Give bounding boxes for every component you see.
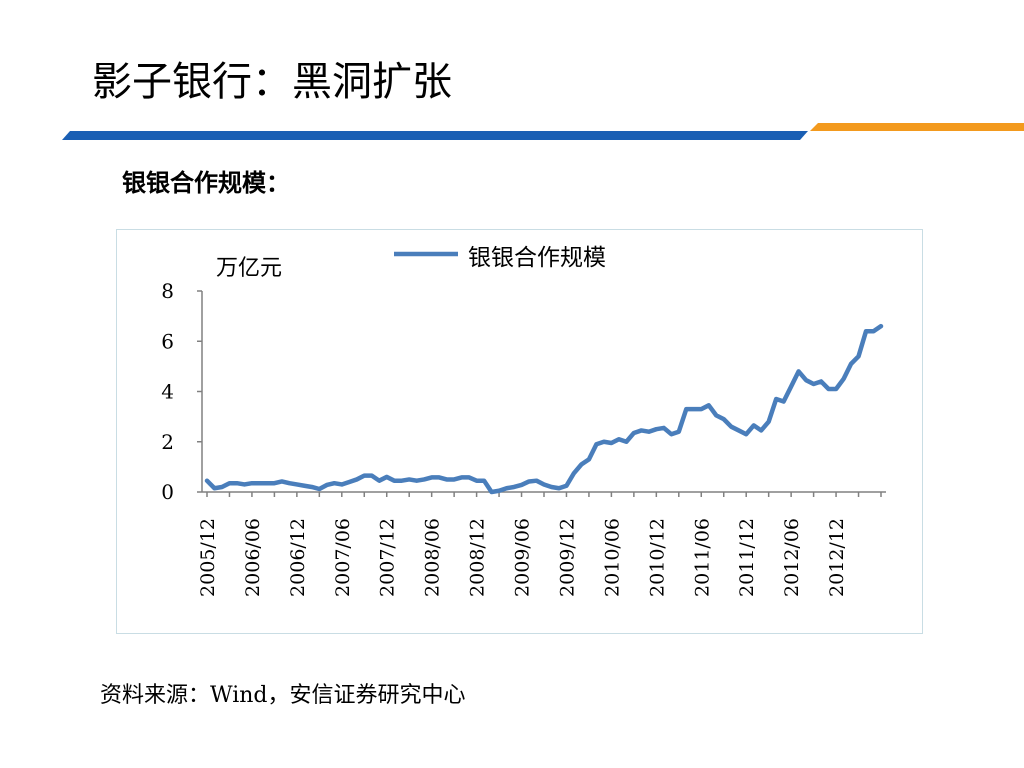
source-note: 资料来源：Wind，安信证券研究中心 xyxy=(100,683,466,708)
x-tick-label: 2008/12 xyxy=(467,518,489,597)
x-tick-label: 2011/12 xyxy=(736,518,758,597)
header-divider-orange xyxy=(810,123,1024,131)
y-tick-label: 2 xyxy=(161,430,174,454)
legend-label: 银银合作规模 xyxy=(468,245,606,271)
y-axis-label: 万亿元 xyxy=(216,256,282,281)
x-tick-label: 2010/06 xyxy=(601,518,623,597)
x-tick-label: 2009/12 xyxy=(556,518,578,597)
line-chart: 0 2 4 6 8 万亿元 2005/12 2006/06 2006/12 2007/06 2007… xyxy=(161,245,886,597)
x-tick-label: 2006/12 xyxy=(287,518,309,597)
header-divider-blue xyxy=(62,131,808,140)
x-tick-label: 2008/06 xyxy=(422,518,444,597)
y-tick-label: 8 xyxy=(161,279,174,303)
x-tick-label: 2012/06 xyxy=(781,518,803,597)
y-tick-label: 6 xyxy=(161,329,174,353)
y-tick-label: 0 xyxy=(161,480,174,504)
header-divider xyxy=(62,123,1024,140)
x-tick-label: 2007/06 xyxy=(332,518,354,597)
slide-title: 影子银行：黑洞扩张 xyxy=(92,59,452,105)
x-tick-label: 2007/12 xyxy=(377,518,399,597)
series-line-yinyin xyxy=(204,323,884,495)
x-tick-label: 2010/12 xyxy=(646,518,668,597)
y-tick-label: 4 xyxy=(161,380,174,404)
x-tick-label: 2012/12 xyxy=(826,518,848,597)
chart-frame xyxy=(116,229,923,634)
x-tick-label: 2011/06 xyxy=(691,518,713,597)
x-tick-label: 2009/06 xyxy=(512,518,534,597)
section-subheading: 银银合作规模： xyxy=(122,169,290,197)
x-tick-label: 2006/06 xyxy=(242,518,264,597)
x-tick-label: 2005/12 xyxy=(197,518,219,597)
